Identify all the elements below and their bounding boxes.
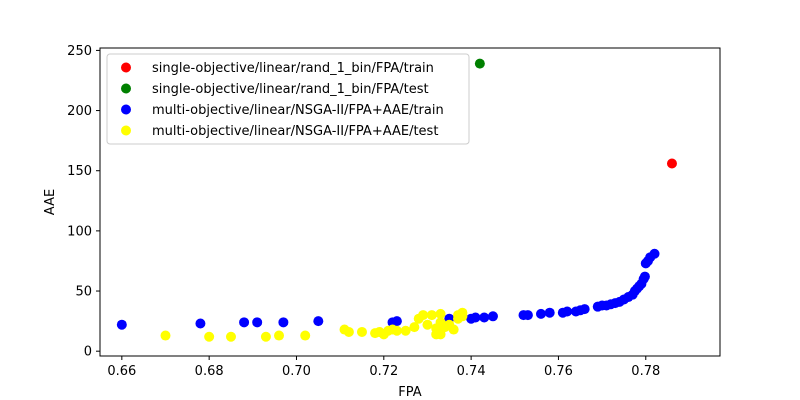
data-point-series-3	[116, 319, 127, 330]
y-tick-label: 50	[75, 285, 92, 300]
x-tick-label: 0.76	[544, 364, 573, 379]
legend-label: single-objective/linear/rand_1_bin/FPA/t…	[152, 82, 429, 97]
data-point-series-3	[562, 306, 573, 317]
data-point-series-3	[579, 304, 590, 315]
data-point-series-4	[391, 325, 402, 336]
data-point-series-4	[457, 311, 468, 322]
x-tick-label: 0.78	[631, 364, 660, 379]
x-axis-label: FPA	[398, 385, 421, 400]
data-point-series-4	[400, 325, 411, 336]
legend: single-objective/linear/rand_1_bin/FPA/t…	[106, 53, 470, 145]
data-point-series-4	[260, 331, 271, 342]
legend-marker	[121, 62, 131, 73]
data-point-series-3	[535, 308, 546, 319]
plot-frame	[99, 47, 721, 357]
y-tick-label: 0	[84, 345, 92, 360]
data-point-series-4	[204, 331, 215, 342]
legend-label: multi-objective/linear/NSGA-II/FPA+AAE/t…	[152, 103, 444, 118]
data-point-series-3	[544, 307, 555, 318]
y-tick-label: 150	[67, 164, 92, 179]
data-point-series-4	[300, 330, 311, 341]
data-point-series-3	[391, 316, 402, 327]
data-point-series-4	[448, 324, 459, 335]
data-point-series-2	[474, 58, 485, 69]
x-tick-label: 0.66	[107, 364, 136, 379]
y-axis-label: AAE	[43, 189, 58, 215]
data-point-series-4	[160, 330, 171, 341]
data-point-series-3	[479, 312, 490, 323]
x-tick-label: 0.68	[195, 364, 224, 379]
x-tick-label: 0.74	[457, 364, 486, 379]
data-point-series-4	[409, 322, 420, 333]
data-point-series-3	[639, 271, 650, 282]
data-point-series-4	[422, 319, 433, 330]
data-point-series-3	[278, 317, 289, 328]
data-point-series-3	[522, 310, 533, 321]
data-point-series-4	[435, 329, 446, 340]
data-point-series-1	[666, 158, 677, 169]
data-point-series-3	[649, 248, 660, 259]
legend-marker	[121, 125, 131, 136]
x-axis-ticks: 0.66 0.68 0.70 0.72 0.74 0.76 0.78	[107, 356, 660, 379]
x-tick-label: 0.72	[369, 364, 398, 379]
data-point-series-3	[313, 316, 324, 327]
data-point-series-4	[343, 326, 354, 337]
data-point-series-3	[239, 317, 250, 328]
data-point-series-4	[435, 308, 446, 319]
data-point-series-4	[274, 330, 285, 341]
data-point-series-4	[426, 310, 437, 321]
legend-label: single-objective/linear/rand_1_bin/FPA/t…	[152, 61, 434, 76]
legend-box	[106, 53, 470, 145]
data-point-series-3	[252, 317, 263, 328]
legend-marker	[121, 104, 131, 115]
y-tick-label: 100	[67, 224, 92, 239]
y-tick-label: 250	[67, 44, 92, 59]
data-point-series-4	[418, 310, 429, 321]
data-point-series-3	[470, 312, 481, 323]
legend-label: multi-objective/linear/NSGA-II/FPA+AAE/t…	[152, 124, 438, 139]
data-point-series-3	[195, 318, 206, 329]
data-point-series-4	[225, 331, 236, 342]
data-points	[116, 58, 677, 342]
data-point-series-4	[356, 326, 367, 337]
legend-marker	[121, 83, 131, 94]
x-tick-label: 0.70	[282, 364, 311, 379]
data-point-series-3	[487, 311, 498, 322]
y-axis-ticks: 0 50 100 150 200 250	[67, 44, 100, 360]
y-tick-label: 200	[67, 104, 92, 119]
